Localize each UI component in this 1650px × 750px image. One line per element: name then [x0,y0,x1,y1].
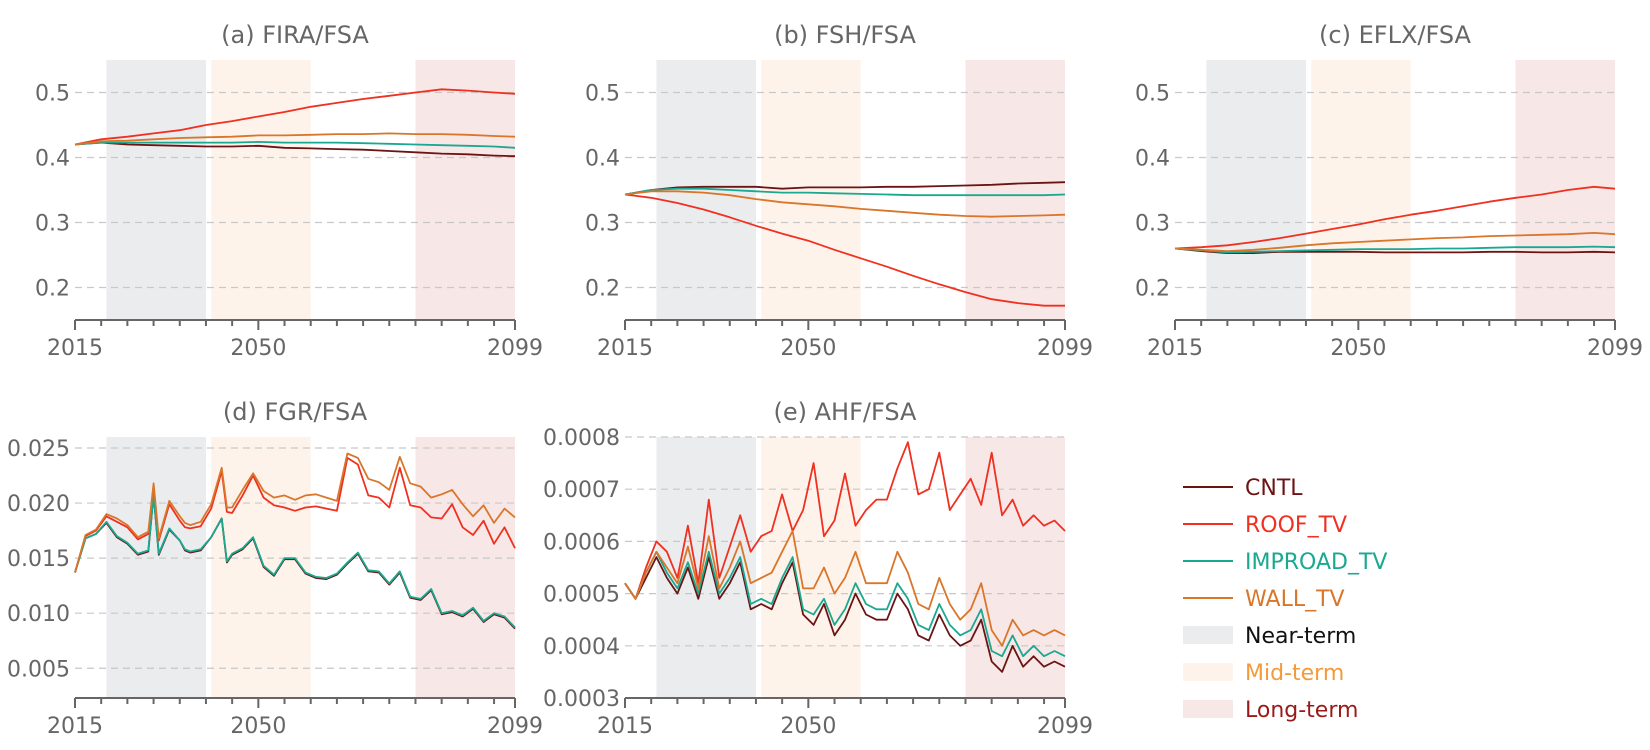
series-line-wall_tv [1174,231,1616,253]
y-tick-label: 0.2 [585,277,620,302]
y-tick-label: 0.5 [585,82,620,107]
y-tick-label: 0.4 [1135,147,1170,172]
series-line-roof_tv [624,441,1066,600]
y-tick-label: 0.0008 [543,426,620,451]
panel-1: 0.2 0.3 0.4 0.5 2015 2050 2099 (a) FIRA/FSA [35,21,543,361]
legend-swatch [1183,700,1233,718]
y-tick-label: 0.0006 [543,530,620,555]
series-line-wall_tv [624,190,1066,218]
legend-item-cntl: CNTL [1183,476,1303,501]
legend-label: Near-term [1245,624,1356,649]
legend-label: Mid-term [1245,661,1344,686]
x-tick-label: 2099 [487,714,543,739]
x-tick-label: 2015 [1147,336,1203,361]
period-band-near-term [106,60,206,320]
panel-2: 0.2 0.3 0.4 0.5 2015 2050 2099 (b) FSH/FSA [585,21,1093,361]
period-band-mid-term [761,60,861,320]
series-line-improad_tv [74,140,516,149]
x-tick-label: 2015 [47,336,103,361]
x-tick-label: 2050 [230,336,286,361]
legend-label: WALL_TV [1245,587,1345,612]
legend-swatch [1183,663,1233,681]
legend: CNTL ROOF_TV IMPROAD_TV WALL_TV Near-term Mid… [1183,476,1387,723]
legend-label: IMPROAD_TV [1245,550,1387,575]
legend-label: CNTL [1245,476,1303,501]
y-tick-label: 0.5 [1135,82,1170,107]
period-band-long-term [965,60,1065,320]
series-line-wall_tv [624,530,1066,647]
y-tick-label: 0.0003 [543,687,620,712]
series-line-improad_tv [624,550,1066,658]
y-tick-label: 0.015 [7,547,70,572]
y-tick-label: 0.4 [35,147,70,172]
period-band-long-term [965,437,1065,698]
x-tick-label: 2099 [487,336,543,361]
period-band-mid-term [211,60,311,320]
x-tick-label: 2099 [1587,336,1643,361]
x-tick-label: 2050 [780,714,836,739]
y-tick-label: 0.2 [35,277,70,302]
y-tick-label: 0.3 [585,212,620,237]
y-tick-label: 0.0004 [543,635,620,660]
x-tick-label: 2050 [780,336,836,361]
series-line-roof_tv [1174,185,1616,250]
period-band-mid-term [1311,60,1411,320]
panel-title: (a) FIRA/FSA [221,21,369,49]
y-tick-label: 0.3 [1135,212,1170,237]
legend-item-improad_tv: IMPROAD_TV [1183,550,1387,575]
period-band-near-term [1206,60,1306,320]
series-line-wall_tv [74,452,516,573]
y-tick-label: 0.3 [35,212,70,237]
y-tick-label: 0.0007 [543,478,620,503]
series-line-improad_tv [1174,245,1616,254]
legend-item-long-term: Long-term [1183,698,1358,723]
y-tick-label: 0.5 [35,82,70,107]
series-line-wall_tv [74,132,516,146]
series-line-cntl [624,181,1066,196]
panel-title: (c) EFLX/FSA [1319,21,1471,49]
panel-5: 0.0003 0.0004 0.0005 0.0006 0.0007 0.0008 2015… [543,398,1093,739]
x-tick-label: 2015 [47,714,103,739]
panel-4: 0.005 0.010 0.015 0.020 0.025 2015 2050 2099 (d)… [7,398,543,739]
panel-title: (b) FSH/FSA [774,21,916,49]
x-tick-label: 2099 [1037,336,1093,361]
series-line-improad_tv [74,493,516,629]
y-tick-label: 0.0005 [543,583,620,608]
x-tick-label: 2015 [597,714,653,739]
panel-title: (e) AHF/FSA [774,398,918,426]
y-tick-label: 0.025 [7,437,70,462]
legend-item-near-term: Near-term [1183,624,1356,649]
period-band-long-term [415,437,515,698]
series-line-cntl [74,141,516,158]
x-tick-label: 2015 [597,336,653,361]
series-line-improad_tv [624,187,1066,197]
legend-label: ROOF_TV [1245,513,1347,538]
period-band-near-term [106,437,206,698]
y-tick-label: 0.2 [1135,277,1170,302]
y-tick-label: 0.005 [7,657,70,682]
series-line-roof_tv [74,88,516,146]
x-tick-label: 2099 [1037,714,1093,739]
y-tick-label: 0.020 [7,492,70,517]
x-tick-label: 2050 [1330,336,1386,361]
legend-item-roof_tv: ROOF_TV [1183,513,1347,538]
series-line-cntl [1174,247,1616,255]
legend-item-mid-term: Mid-term [1183,661,1344,686]
y-tick-label: 0.010 [7,602,70,627]
panel-3: 0.2 0.3 0.4 0.5 2015 2050 2099 (c) EFLX/FSA [1135,21,1643,361]
series-line-cntl [624,556,1066,673]
legend-item-wall_tv: WALL_TV [1183,587,1345,612]
legend-label: Long-term [1245,698,1358,723]
panel-title: (d) FGR/FSA [223,398,368,426]
legend-swatch [1183,626,1233,644]
period-band-long-term [415,60,515,320]
y-tick-label: 0.4 [585,147,620,172]
series-line-roof_tv [624,193,1065,307]
x-tick-label: 2050 [230,714,286,739]
period-band-mid-term [211,437,311,698]
